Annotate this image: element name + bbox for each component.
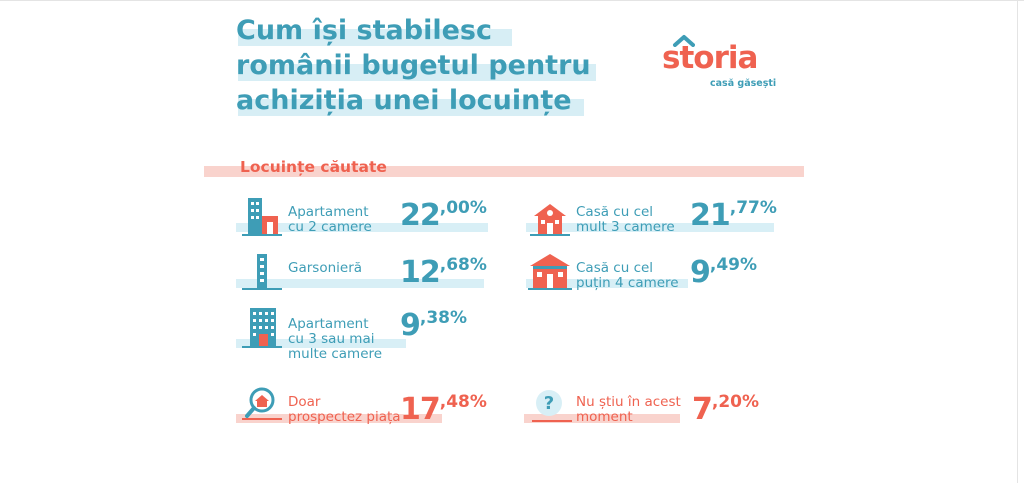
stat-label: Doar prospectez piața [288, 394, 401, 425]
stat-label: Nu știu în acest moment [576, 394, 681, 425]
stat-value-int: 21 [690, 198, 731, 233]
stat-value: 21,77% [690, 198, 777, 233]
stat-value-dec: ,49% [709, 255, 758, 275]
magnifier-house-icon [242, 387, 282, 420]
stat-value-dec: ,68% [439, 255, 487, 275]
storia-logo: storia casă găsești [662, 35, 777, 95]
studio-tower-icon [242, 254, 282, 290]
stat-label: Apartament cu 2 camere [288, 204, 372, 235]
stat-highlight [236, 279, 484, 288]
stat-apartment-3plus-rooms: Apartament cu 3 sau mai multe camere 9,3… [236, 306, 496, 364]
stat-label: Casă cu cel puțin 4 camere [576, 260, 679, 291]
stat-highlight [524, 414, 680, 423]
stat-house-min-4-rooms: Casă cu cel puțin 4 camere 9,49% [526, 252, 786, 298]
stat-value: 9,49% [690, 255, 757, 290]
stat-value: 12,68% [400, 255, 487, 290]
section-underline [204, 166, 804, 177]
stat-value-int: 9 [690, 255, 711, 290]
stat-value-int: 9 [400, 308, 421, 343]
stat-apartment-2-rooms: Apartament cu 2 camere 22,00% [236, 196, 496, 242]
stat-house-max-3-rooms: Casă cu cel mult 3 camere 21,77% [526, 196, 786, 242]
roof-icon [673, 35, 695, 47]
stat-highlight [236, 223, 488, 232]
stat-only-browsing: Doar prospectez piața 17,48% [236, 386, 496, 432]
title-line: românii bugetul pentru [236, 49, 596, 84]
stat-value: 7,20% [692, 392, 759, 427]
stat-highlight [236, 339, 406, 348]
stat-value-int: 12 [400, 255, 441, 290]
question-mark-icon: ? [532, 390, 572, 422]
section-title: Locuințe căutate [240, 158, 387, 176]
small-house-icon [530, 204, 570, 236]
stat-value-dec: ,20% [711, 392, 760, 412]
stat-value-int: 17 [400, 392, 441, 427]
stat-studio: Garsonieră 12,68% [236, 252, 496, 298]
title-line-3: achiziția unei locuințe [236, 85, 572, 116]
title-line: Cum își stabilesc [236, 14, 591, 49]
title-line-1: Cum își stabilesc [236, 15, 492, 46]
stat-label: Casă cu cel mult 3 camere [576, 204, 675, 235]
title-line: achiziția unei locuințe [236, 84, 591, 119]
stat-label: Apartament cu 3 sau mai multe camere [288, 316, 383, 362]
title-line-2: românii bugetul pentru [236, 50, 591, 81]
stat-value-dec: ,48% [439, 392, 487, 412]
stat-dont-know: ? Nu știu în acest moment 7,20% [524, 386, 784, 432]
stat-value-dec: ,77% [729, 198, 777, 218]
stat-highlight [526, 223, 774, 232]
tall-building-icon [242, 308, 282, 348]
stat-value-dec: ,00% [439, 198, 487, 218]
apartment-building-icon [242, 198, 282, 236]
right-border [1017, 0, 1018, 483]
large-house-icon [528, 254, 572, 290]
page-title: Cum își stabilesc românii bugetul pentru… [236, 14, 596, 119]
stat-value: 9,38% [400, 308, 467, 343]
stat-label: Garsonieră [288, 260, 363, 276]
logo-tagline: casă găsești [710, 78, 777, 89]
stat-value-int: 7 [692, 392, 713, 427]
svg-text:?: ? [544, 393, 554, 414]
stat-value: 17,48% [400, 392, 487, 427]
stat-value-dec: ,38% [419, 308, 468, 328]
logo-wordmark: storia [662, 40, 758, 76]
stat-highlight [526, 279, 688, 288]
stat-value: 22,00% [400, 198, 487, 233]
stat-highlight [236, 414, 442, 423]
stat-value-int: 22 [400, 198, 441, 233]
top-border [0, 0, 1024, 1]
